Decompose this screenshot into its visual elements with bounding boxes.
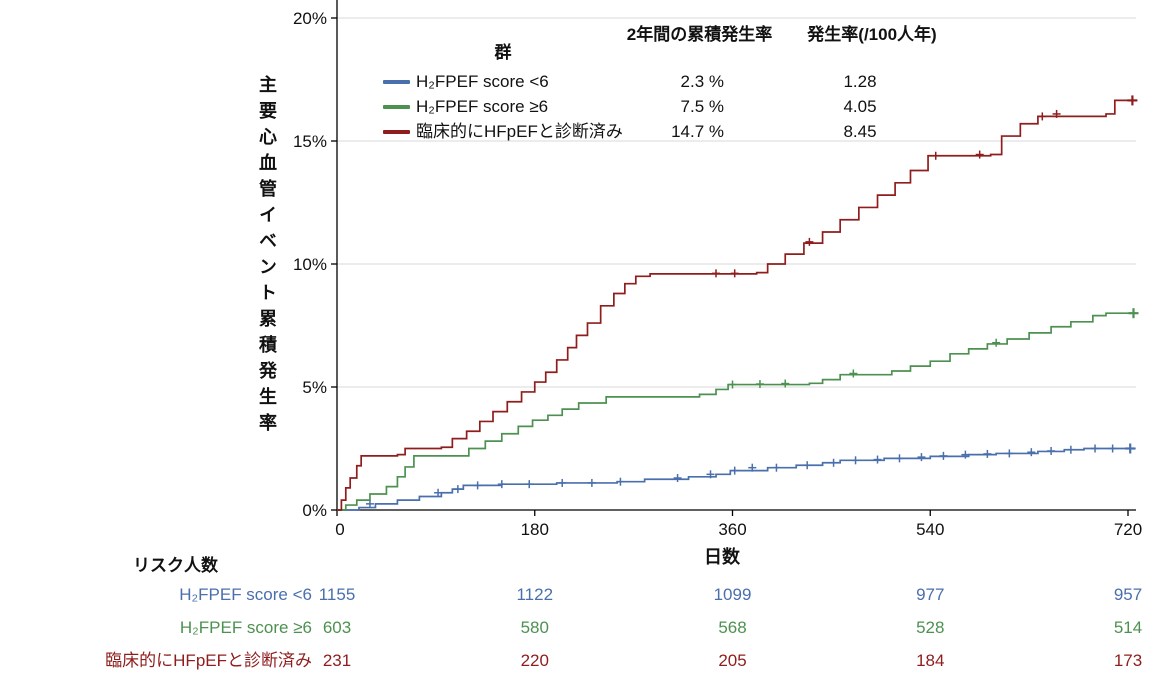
risk-count: 580: [520, 618, 549, 637]
risk-count: 957: [1113, 585, 1143, 604]
risk-count: 568: [718, 618, 747, 637]
column-header-cumulative-incidence: 2年間の累積発生率: [626, 25, 773, 44]
legend-row: H₂FPEF score <6 2.3 % 1.28: [0, 70, 1167, 94]
legend-rate-2: 8.45: [843, 122, 877, 141]
risk-row-label-0: H₂FPEF score <6: [179, 585, 312, 604]
risk-count: 1155: [318, 585, 356, 604]
y-tick-label: 15%: [293, 132, 327, 151]
risk-count: 1122: [516, 585, 554, 604]
x-tick-label: 0: [335, 520, 344, 539]
risk-count: 231: [322, 651, 352, 670]
risk-count: 514: [1113, 618, 1143, 637]
y-tick-label: 0%: [302, 501, 327, 520]
risk-count: 184: [916, 651, 945, 670]
risk-count: 1099: [713, 585, 752, 604]
risk-count: 603: [322, 618, 352, 637]
legend-swatch-0: [383, 80, 410, 84]
risk-count: 173: [1113, 651, 1143, 670]
legend-row: H₂FPEF score ≥6 7.5 % 4.05: [0, 95, 1167, 119]
x-tick-label: 540: [916, 520, 944, 539]
legend-rate-0: 1.28: [843, 72, 877, 91]
legend-cumulative-1: 7.5 %: [680, 97, 724, 116]
y-tick-label: 5%: [302, 378, 327, 397]
column-header-incidence-rate: 発生率(/100人年): [807, 25, 937, 44]
x-axis-label: 日数: [704, 547, 740, 567]
legend-label-0: H₂FPEF score <6: [416, 72, 549, 91]
x-tick-label: 720: [1114, 520, 1142, 539]
survival-curve-1: [337, 312, 1136, 511]
legend-label-2: 臨床的にHFpEFと診断済み: [416, 122, 623, 141]
survival-curve-2: [337, 99, 1137, 511]
legend-title: 群: [494, 43, 512, 62]
risk-row-label-2: 臨床的にHFpEFと診断済み: [105, 651, 312, 670]
legend-cumulative-2: 14.7 %: [671, 122, 724, 141]
legend-swatch-1: [383, 105, 410, 109]
risk-count: 977: [916, 585, 945, 604]
x-tick-label: 360: [718, 520, 746, 539]
y-tick-label: 10%: [293, 255, 327, 274]
legend-row: 臨床的にHFpEFと診断済み 14.7 % 8.45: [0, 120, 1167, 144]
risk-count: 205: [718, 651, 747, 670]
risk-table-title: リスク人数: [133, 556, 218, 575]
risk-row-label-1: H₂FPEF score ≥6: [179, 618, 312, 637]
legend-cumulative-0: 2.3 %: [680, 72, 724, 91]
risk-count: 220: [520, 651, 549, 670]
y-tick-label: 20%: [293, 9, 327, 28]
risk-count: 528: [916, 618, 945, 637]
legend-rate-1: 4.05: [843, 97, 877, 116]
x-tick-label: 180: [521, 520, 549, 539]
survival-curve-0: [337, 447, 1136, 511]
legend-label-1: H₂FPEF score ≥6: [416, 97, 549, 116]
legend-swatch-2: [383, 130, 410, 134]
y-axis-label: 主要心血管イベント累積発生率: [257, 75, 277, 439]
